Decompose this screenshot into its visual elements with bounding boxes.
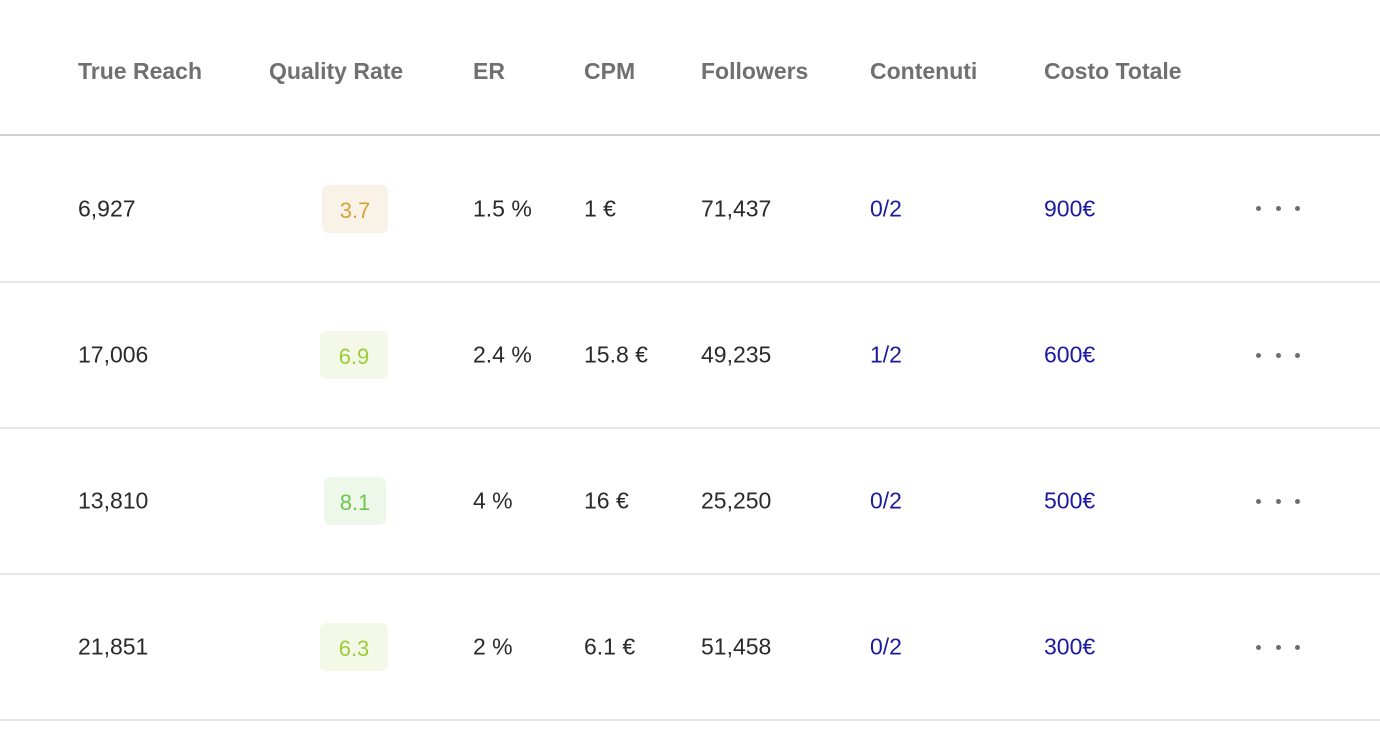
- more-horizontal-icon[interactable]: [1256, 637, 1300, 657]
- costo-totale-link[interactable]: 300€: [1044, 633, 1096, 660]
- costo-totale-link[interactable]: 900€: [1044, 195, 1096, 221]
- table-row[interactable]: 17,006 6.9 2.4 % 15.8 € 49,235 1/2 600€: [0, 283, 1380, 429]
- er-cell: 1.5 %: [473, 195, 532, 221]
- column-header-contenuti[interactable]: Contenuti: [870, 58, 978, 84]
- followers-cell: 51,458: [701, 633, 772, 660]
- cpm-cell: 16 €: [584, 487, 629, 514]
- column-header-true-reach[interactable]: True Reach: [78, 58, 202, 84]
- table-row[interactable]: 21,851 6.3 2 % 6.1 € 51,458 0/2 300€: [0, 575, 1380, 721]
- more-horizontal-icon[interactable]: [1256, 491, 1300, 511]
- table-row[interactable]: 13,810 8.1 4 % 16 € 25,250 0/2 500€: [0, 429, 1380, 575]
- column-header-costo-totale[interactable]: Costo Totale: [1044, 58, 1182, 84]
- contenuti-link[interactable]: 0/2: [870, 195, 902, 221]
- er-cell: 4 %: [473, 487, 513, 514]
- er-cell: 2.4 %: [473, 341, 532, 368]
- contenuti-link[interactable]: 0/2: [870, 487, 902, 514]
- more-horizontal-icon[interactable]: [1256, 199, 1300, 219]
- true-reach-cell: 17,006: [78, 341, 149, 368]
- costo-totale-link[interactable]: 600€: [1044, 341, 1096, 368]
- table-row[interactable]: 6,927 3.7 1.5 % 1 € 71,437 0/2 900€: [0, 136, 1380, 283]
- column-header-quality-rate[interactable]: Quality Rate: [269, 58, 404, 84]
- costo-totale-link[interactable]: 500€: [1044, 487, 1096, 514]
- contenuti-link[interactable]: 0/2: [870, 633, 902, 660]
- contenuti-link[interactable]: 1/2: [870, 341, 902, 368]
- cpm-cell: 15.8 €: [584, 341, 648, 368]
- quality-rate-badge: 6.9: [320, 331, 388, 379]
- followers-cell: 71,437: [701, 195, 772, 221]
- true-reach-cell: 13,810: [78, 487, 149, 514]
- influencer-table: True Reach Quality Rate ER CPM Followers…: [0, 0, 1380, 721]
- er-cell: 2 %: [473, 633, 513, 660]
- more-horizontal-icon[interactable]: [1256, 345, 1300, 365]
- followers-cell: 49,235: [701, 341, 772, 368]
- column-header-followers[interactable]: Followers: [701, 58, 809, 84]
- cpm-cell: 1 €: [584, 195, 616, 221]
- true-reach-cell: 21,851: [78, 633, 149, 660]
- column-header-cpm[interactable]: CPM: [584, 58, 636, 84]
- table-header: True Reach Quality Rate ER CPM Followers…: [0, 0, 1380, 136]
- followers-cell: 25,250: [701, 487, 772, 514]
- quality-rate-badge: 6.3: [320, 623, 388, 671]
- quality-rate-badge: 8.1: [324, 477, 386, 525]
- cpm-cell: 6.1 €: [584, 633, 636, 660]
- quality-rate-badge: 3.7: [322, 184, 388, 233]
- true-reach-cell: 6,927: [78, 195, 136, 221]
- column-header-er[interactable]: ER: [473, 58, 505, 84]
